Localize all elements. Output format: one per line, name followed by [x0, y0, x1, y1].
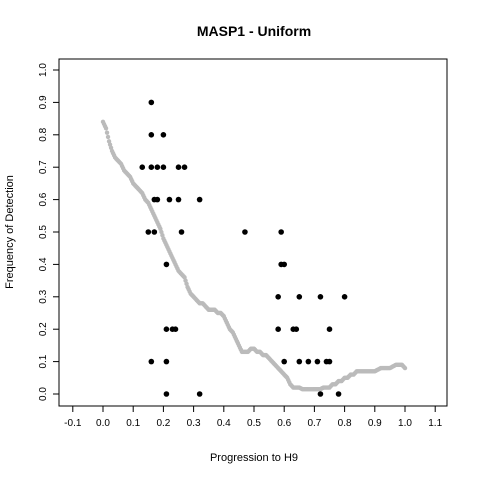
- x-tick-label: 0.7: [307, 418, 321, 429]
- x-tick-label: 0.6: [277, 418, 291, 429]
- data-point: [196, 391, 203, 397]
- y-tick-label: 0.7: [38, 160, 49, 174]
- x-tick-label: 0.2: [156, 418, 170, 429]
- x-tick-label: 0.8: [338, 418, 352, 429]
- data-point: [139, 164, 146, 170]
- data-point: [148, 132, 155, 138]
- data-point: [326, 326, 333, 333]
- data-point: [296, 294, 303, 300]
- data-point: [166, 196, 173, 203]
- data-point: [314, 358, 321, 365]
- data-point: [163, 326, 170, 333]
- data-point: [341, 294, 348, 300]
- data-point: [305, 358, 312, 365]
- y-tick-label: 1.0: [38, 63, 49, 77]
- plot-frame: [58, 58, 448, 407]
- data-point: [145, 229, 152, 235]
- data-point: [275, 326, 281, 333]
- x-tick-label: -0.1: [64, 418, 82, 429]
- data-point: [148, 164, 155, 170]
- curve-point: [105, 134, 111, 140]
- x-tick-label: 0.9: [368, 418, 382, 429]
- data-point: [278, 229, 284, 235]
- data-point: [296, 358, 303, 365]
- data-point: [275, 294, 281, 300]
- data-point: [154, 164, 161, 170]
- curve-point: [402, 365, 408, 371]
- y-tick-label: 0.5: [38, 225, 49, 239]
- data-point: [326, 358, 333, 365]
- data-point: [151, 229, 158, 235]
- data-point: [178, 229, 185, 235]
- y-axis: 0.0 0.1 0.2 0.3 0.4 0.5 0.6 0.7 0.8 0.9 1.0: [38, 63, 59, 401]
- data-point: [242, 229, 248, 235]
- data-point: [175, 164, 182, 170]
- y-tick-label: 0.9: [38, 95, 49, 109]
- y-tick-label: 0.4: [38, 257, 49, 271]
- x-tick-label: 0.5: [247, 418, 261, 429]
- y-tick-label: 0.0: [38, 387, 49, 401]
- x-tick-label: 0.3: [187, 418, 201, 429]
- x-tick-label: 1.0: [398, 418, 412, 429]
- x-tick-label: 0.0: [96, 418, 110, 429]
- data-point: [317, 294, 324, 300]
- curve-point: [103, 126, 109, 131]
- x-axis: -0.1 0.0 0.1 0.2 0.3 0.4 0.5 0.6 0.7 0.8 0.9 1.0 1.1: [64, 406, 443, 429]
- x-tick-label: 1.1: [428, 418, 442, 429]
- data-point: [148, 99, 155, 106]
- data-point: [281, 358, 288, 365]
- data-point: [163, 261, 170, 268]
- data-point: [172, 326, 179, 333]
- y-tick-label: 0.6: [38, 192, 49, 206]
- data-point: [163, 358, 170, 365]
- curve-point: [104, 130, 110, 135]
- data-point: [160, 164, 167, 170]
- y-tick-label: 0.1: [38, 354, 49, 368]
- y-tick-label: 0.2: [38, 322, 49, 336]
- x-tick-label: 0.1: [126, 418, 140, 429]
- data-point: [317, 391, 324, 397]
- data-point: [196, 196, 203, 203]
- chart-title: MASP1 - Uniform: [197, 23, 311, 39]
- x-axis-label: Progression to H9: [210, 452, 298, 464]
- x-tick-label: 0.4: [217, 418, 231, 429]
- data-point: [163, 391, 170, 397]
- data-point: [293, 326, 300, 333]
- y-tick-label: 0.8: [38, 127, 49, 141]
- data-point: [160, 132, 167, 138]
- plot-area: [100, 99, 408, 397]
- data-point: [175, 196, 182, 203]
- y-axis-label: Frequency of Detection: [4, 175, 16, 289]
- data-point: [154, 196, 161, 203]
- data-point: [181, 164, 188, 170]
- y-tick-label: 0.3: [38, 289, 49, 303]
- data-point: [148, 358, 155, 365]
- data-point: [335, 391, 342, 397]
- data-point: [281, 261, 288, 268]
